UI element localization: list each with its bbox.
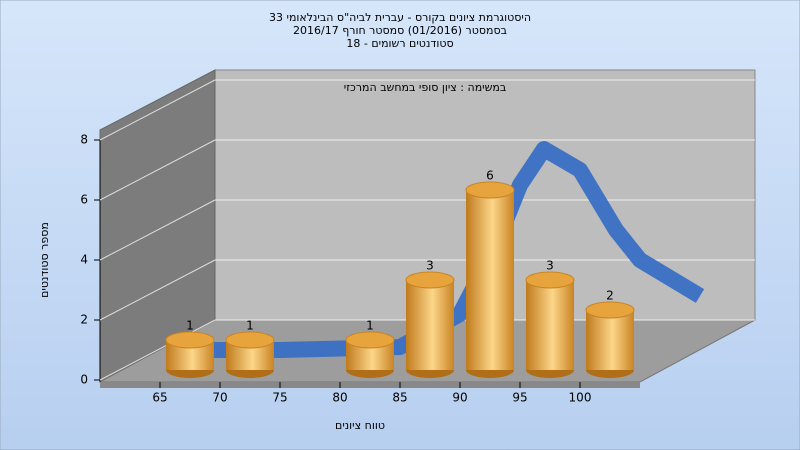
bar-top <box>585 301 635 319</box>
data-label: 6 <box>486 169 494 183</box>
bar <box>225 331 275 378</box>
chart-subtitle: בסמסטר (01/2016) סמסטר חורף 2016/17 <box>293 24 507 37</box>
grid-line <box>99 259 216 321</box>
bar-body <box>586 310 634 370</box>
floor-edge <box>100 382 640 388</box>
bar <box>345 331 395 378</box>
x-tick-label: 70 <box>212 391 227 405</box>
data-label: 1 <box>366 319 374 333</box>
bar <box>465 181 515 378</box>
data-label: 1 <box>186 319 194 333</box>
x-tick-label: 65 <box>152 391 167 405</box>
chart-subtitle: סטודנטים רשומים - 18 <box>346 37 453 50</box>
x-tick-label: 90 <box>452 391 467 405</box>
y-tick-label: 2 <box>80 313 88 327</box>
data-label: 1 <box>246 319 254 333</box>
y-tick-label: 6 <box>80 193 88 207</box>
x-tick-label: 95 <box>512 391 527 405</box>
grid-line <box>99 139 216 201</box>
bar-top <box>405 271 455 289</box>
grid-line <box>99 319 216 381</box>
bar-body <box>406 280 454 370</box>
bar-top <box>225 331 275 349</box>
bar <box>165 331 215 378</box>
bar-body <box>526 280 574 370</box>
bar-top <box>525 271 575 289</box>
bar-top <box>465 181 515 199</box>
x-tick-label: 80 <box>332 391 347 405</box>
bar <box>585 301 635 378</box>
y-tick-label: 0 <box>80 373 88 387</box>
chart-title: היסטוגרמת ציונים בקורס - עברית לביה"ס הב… <box>269 11 531 24</box>
bar <box>525 271 575 378</box>
grid-line <box>99 199 216 261</box>
bar-top <box>345 331 395 349</box>
grid-line <box>99 79 216 141</box>
bar <box>405 271 455 378</box>
annotation: במשימה : ציון סופי במחשב המרכזי <box>344 81 507 94</box>
y-tick-label: 8 <box>80 133 88 147</box>
x-tick-label: 75 <box>272 391 287 405</box>
y-axis-label: מספר סטודנטים <box>38 222 51 298</box>
y-tick-label: 4 <box>80 253 88 267</box>
data-label: 3 <box>546 259 554 273</box>
bar-body <box>466 190 514 370</box>
data-label: 3 <box>426 259 434 273</box>
data-label: 2 <box>606 289 614 303</box>
x-tick-label: 100 <box>569 391 592 405</box>
x-axis-label: טווח ציונים <box>335 419 385 432</box>
x-tick-label: 85 <box>392 391 407 405</box>
bar-top <box>165 331 215 349</box>
